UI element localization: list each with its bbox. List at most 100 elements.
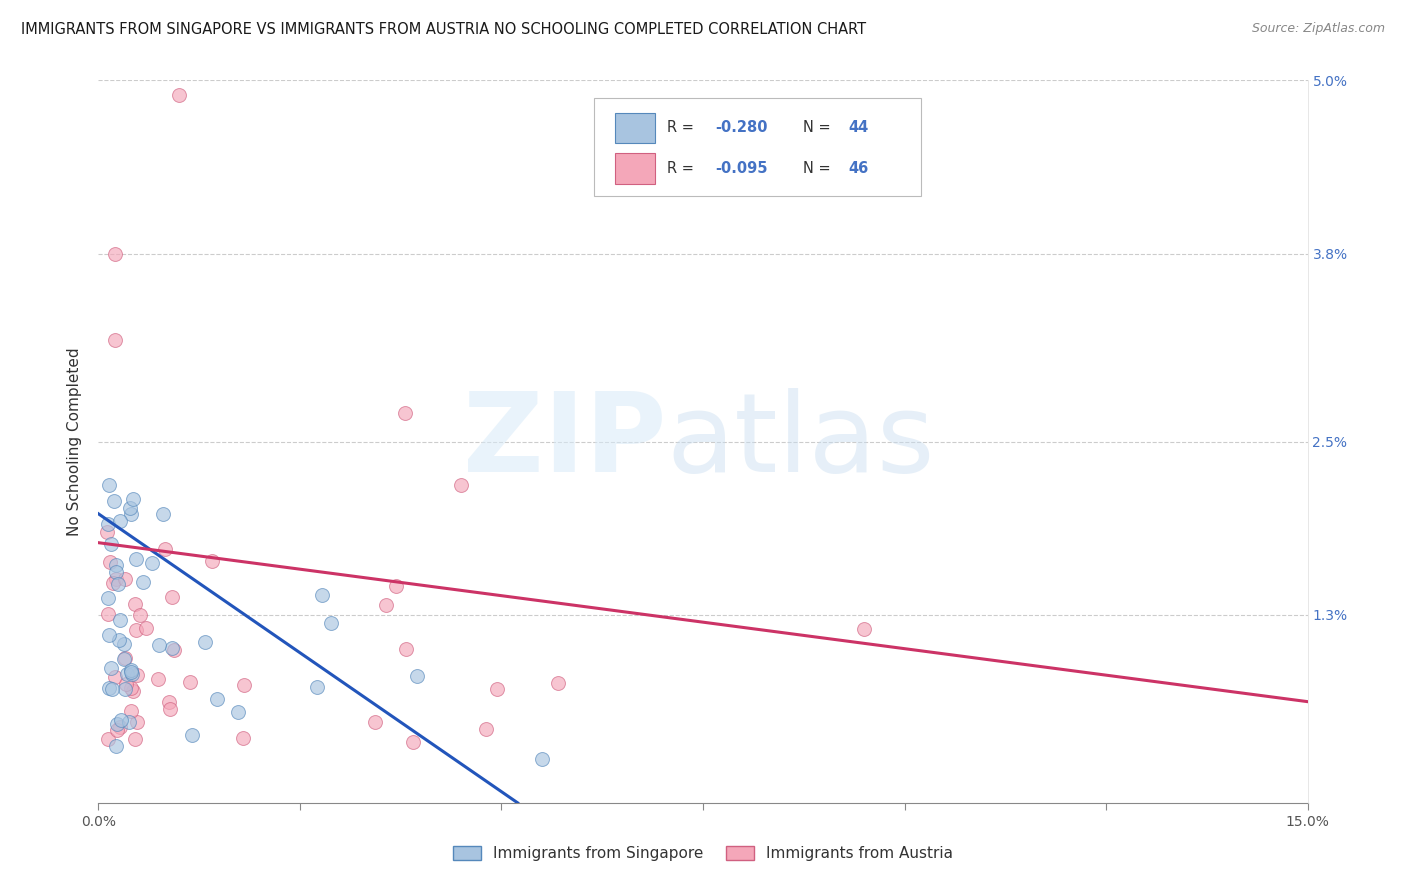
Text: Source: ZipAtlas.com: Source: ZipAtlas.com — [1251, 22, 1385, 36]
Immigrants from Singapore — [125, 552, 148, 566]
Immigrants from Austria — [103, 246, 125, 260]
Immigrants from Austria — [104, 670, 127, 684]
Immigrants from Austria — [103, 334, 125, 348]
Bar — [614, 153, 655, 184]
Immigrants from Singapore — [97, 591, 120, 605]
Immigrants from Austria — [232, 731, 254, 745]
Immigrants from Singapore — [101, 681, 124, 696]
Immigrants from Austria — [853, 623, 876, 637]
Immigrants from Austria — [146, 673, 169, 687]
Immigrants from Austria — [450, 478, 472, 492]
Immigrants from Singapore — [160, 640, 183, 655]
Immigrants from Singapore — [100, 661, 122, 675]
Immigrants from Singapore — [98, 681, 121, 695]
Immigrants from Singapore — [122, 492, 145, 507]
Text: atlas: atlas — [666, 388, 935, 495]
Immigrants from Singapore — [121, 667, 143, 681]
Immigrants from Singapore — [311, 588, 333, 602]
Immigrants from Austria — [129, 607, 152, 622]
Text: N =: N = — [803, 161, 835, 176]
Immigrants from Austria — [122, 683, 145, 698]
Immigrants from Singapore — [120, 665, 142, 679]
Immigrants from Austria — [114, 650, 136, 665]
Immigrants from Singapore — [118, 715, 141, 730]
Immigrants from Singapore — [194, 635, 217, 649]
Immigrants from Singapore — [108, 633, 131, 648]
Immigrants from Austria — [125, 623, 148, 637]
Immigrants from Austria — [120, 681, 142, 695]
Immigrants from Singapore — [112, 651, 135, 665]
Immigrants from Singapore — [181, 728, 204, 742]
Immigrants from Austria — [394, 641, 416, 656]
Immigrants from Austria — [97, 731, 120, 746]
Immigrants from Singapore — [108, 613, 131, 627]
Immigrants from Singapore — [226, 705, 249, 719]
Immigrants from Singapore — [103, 494, 125, 508]
Text: 46: 46 — [848, 161, 869, 176]
Immigrants from Singapore — [100, 537, 122, 551]
Immigrants from Austria — [179, 674, 201, 689]
Immigrants from Austria — [394, 406, 416, 420]
Immigrants from Austria — [157, 695, 180, 709]
Immigrants from Singapore — [141, 557, 163, 571]
Text: R =: R = — [666, 161, 699, 176]
Immigrants from Austria — [474, 722, 496, 736]
Immigrants from Austria — [114, 572, 136, 586]
Immigrants from Austria — [97, 607, 120, 622]
Text: R =: R = — [666, 120, 699, 136]
Immigrants from Singapore — [120, 507, 142, 521]
Immigrants from Singapore — [97, 628, 120, 642]
Immigrants from Austria — [547, 675, 569, 690]
Y-axis label: No Schooling Completed: No Schooling Completed — [67, 347, 83, 536]
Text: -0.280: -0.280 — [716, 120, 768, 136]
Immigrants from Austria — [135, 621, 157, 635]
Immigrants from Austria — [385, 579, 408, 593]
Immigrants from Singapore — [107, 577, 129, 591]
Immigrants from Singapore — [114, 682, 136, 697]
Immigrants from Austria — [162, 642, 184, 657]
Immigrants from Singapore — [115, 666, 138, 681]
Text: ZIP: ZIP — [464, 388, 666, 495]
Text: IMMIGRANTS FROM SINGAPORE VS IMMIGRANTS FROM AUSTRIA NO SCHOOLING COMPLETED CORR: IMMIGRANTS FROM SINGAPORE VS IMMIGRANTS … — [21, 22, 866, 37]
Immigrants from Austria — [108, 720, 131, 734]
Immigrants from Austria — [201, 553, 224, 567]
Immigrants from Singapore — [305, 680, 328, 694]
Immigrants from Singapore — [105, 717, 128, 731]
Immigrants from Austria — [104, 572, 127, 586]
Immigrants from Singapore — [104, 739, 127, 753]
Immigrants from Austria — [98, 555, 121, 569]
Immigrants from Austria — [124, 731, 146, 746]
Immigrants from Austria — [375, 599, 398, 613]
Text: N =: N = — [803, 120, 835, 136]
Immigrants from Singapore — [132, 575, 155, 590]
Text: -0.095: -0.095 — [716, 161, 768, 176]
Immigrants from Singapore — [530, 752, 553, 766]
Immigrants from Austria — [96, 525, 118, 540]
Immigrants from Singapore — [118, 500, 141, 515]
Immigrants from Singapore — [104, 565, 127, 579]
Immigrants from Austria — [105, 723, 128, 737]
Immigrants from Austria — [232, 678, 254, 692]
Immigrants from Singapore — [97, 516, 120, 531]
Immigrants from Singapore — [110, 713, 132, 727]
Bar — [614, 112, 655, 143]
Immigrants from Austria — [159, 702, 181, 716]
Immigrants from Singapore — [105, 558, 128, 572]
Immigrants from Singapore — [205, 692, 228, 706]
FancyBboxPatch shape — [595, 98, 921, 196]
Immigrants from Singapore — [112, 636, 135, 650]
Immigrants from Singapore — [406, 669, 429, 683]
Immigrants from Austria — [101, 575, 124, 590]
Immigrants from Singapore — [321, 616, 343, 631]
Legend: Immigrants from Singapore, Immigrants from Austria: Immigrants from Singapore, Immigrants fr… — [447, 839, 959, 867]
Immigrants from Singapore — [152, 507, 174, 521]
Immigrants from Austria — [485, 681, 508, 696]
Immigrants from Austria — [125, 667, 148, 681]
Immigrants from Austria — [364, 715, 387, 730]
Immigrants from Singapore — [148, 639, 170, 653]
Immigrants from Austria — [125, 715, 148, 730]
Immigrants from Singapore — [120, 663, 142, 677]
Immigrants from Austria — [153, 541, 176, 556]
Immigrants from Austria — [167, 87, 190, 102]
Immigrants from Austria — [115, 677, 138, 691]
